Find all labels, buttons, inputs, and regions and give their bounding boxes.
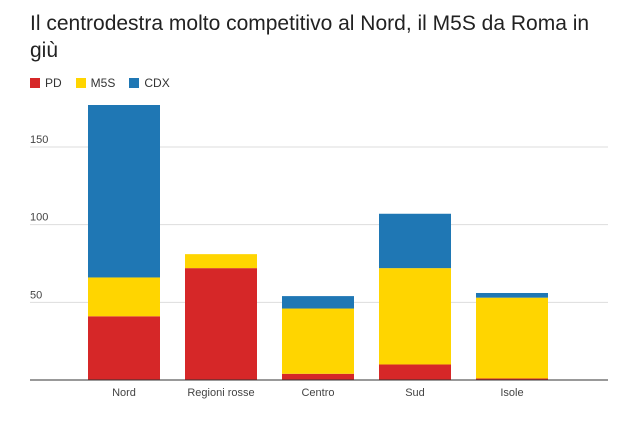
legend-swatch [129,78,140,88]
y-tick-label: 50 [30,289,42,301]
bar-m5s-2 [282,308,354,374]
x-tick-label: Nord [112,387,136,399]
x-tick-label: Regioni rosse [187,387,254,399]
bar-m5s-4 [476,297,548,379]
x-tick-label: Centro [301,387,334,399]
bar-pd-3 [379,364,451,380]
legend-label: M5S [90,76,116,90]
x-tick-label: Isole [500,387,523,399]
x-tick-label: Sud [405,387,425,399]
legend-label: PD [45,76,62,90]
bar-m5s-3 [379,268,451,365]
bars [88,105,548,380]
bar-pd-1 [185,268,257,380]
bar-cdx-3 [379,213,451,269]
legend: PD M5S CDX [30,76,170,90]
bar-m5s-0 [88,277,160,317]
bar-pd-0 [88,316,160,380]
legend-label: CDX [144,76,170,90]
axes: Nord Regioni rosse Centro Sud Isole [30,379,608,399]
bar-pd-4 [476,378,548,380]
bar-cdx-2 [282,296,354,309]
chart-title: Il centrodestra molto competitivo al Nor… [30,12,590,62]
bar-m5s-1 [185,254,257,269]
legend-item-cdx: CDX [129,76,170,90]
legend-swatch [30,78,40,88]
legend-swatch [75,78,86,88]
bar-cdx-4 [476,292,548,298]
legend-item-m5s: M5S [75,76,116,90]
y-tick-label: 150 [30,134,48,146]
bar-pd-2 [282,373,354,380]
legend-item-pd: PD [30,76,62,90]
y-tick-label: 100 [30,212,48,224]
bar-cdx-0 [88,105,160,278]
